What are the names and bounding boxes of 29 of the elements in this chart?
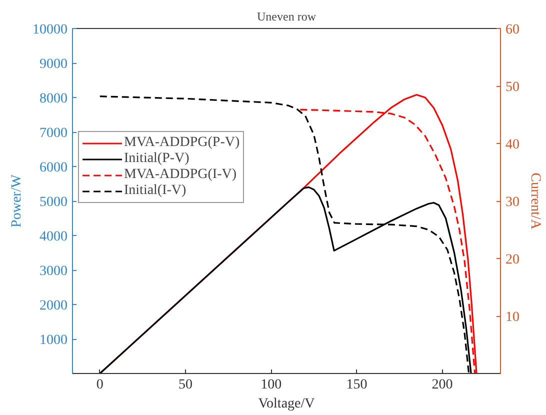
y2-tick-label: 20 (506, 252, 520, 268)
y2-axis-title: Current/A (528, 172, 542, 230)
y2-tick-label: 50 (506, 80, 520, 95)
y2-tick-label: 60 (506, 22, 520, 38)
legend-label: Initial(I-V) (124, 183, 186, 199)
y2-tick-label: 40 (506, 138, 520, 152)
y-tick-label: 1000 (40, 333, 68, 348)
y-tick-label: 7000 (40, 126, 68, 141)
y2-tick-label: 30 (506, 195, 520, 210)
chart-title: Uneven row (257, 10, 316, 24)
legend-label: MVA-ADDPG(P-V) (124, 135, 240, 151)
x-tick-label: 50 (178, 378, 192, 392)
x-axis-title: Voltage/V (258, 396, 315, 412)
legend-label: MVA-ADDPG(I-V) (124, 167, 237, 183)
y-axis-title: Power/W (10, 174, 24, 228)
x-tick-label: 0 (96, 378, 104, 392)
y-tick-label: 2000 (40, 298, 68, 314)
legend-label: Initial(P-V) (124, 151, 190, 167)
y-tick-label: 3000 (40, 264, 68, 279)
y-tick-label: 10000 (32, 22, 68, 38)
x-tick-label: 100 (260, 378, 282, 392)
y2-tick-label: 10 (506, 310, 520, 325)
x-tick-label: 150 (346, 378, 368, 392)
y-tick-label: 8000 (40, 92, 68, 106)
x-tick-label: 200 (432, 378, 453, 392)
y-tick-label: 6000 (40, 160, 68, 176)
y-tick-label: 9000 (40, 57, 68, 72)
y-tick-label: 4000 (40, 230, 68, 244)
y-tick-label: 5000 (40, 195, 68, 210)
